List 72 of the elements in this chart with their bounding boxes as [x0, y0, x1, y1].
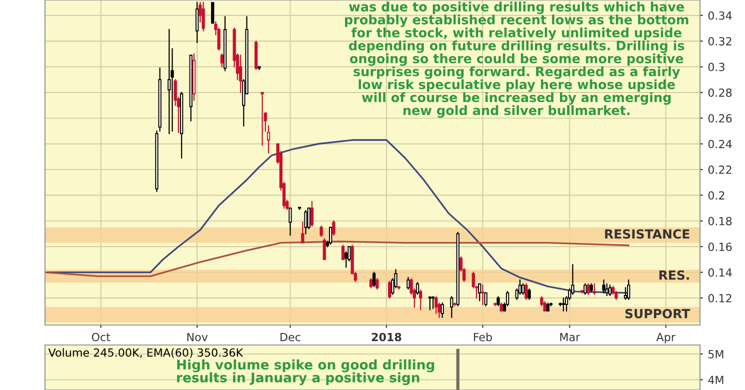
y-tick-label: 0.12 [708, 294, 732, 302]
candlestick [524, 283, 528, 300]
candlestick [484, 292, 488, 306]
candlestick [211, 2, 214, 24]
candlestick [562, 297, 565, 312]
candlestick [605, 283, 608, 296]
candlestick [388, 280, 392, 299]
candlestick [406, 276, 410, 290]
candlestick [341, 244, 345, 260]
candlestick [521, 283, 525, 295]
candlestick [320, 226, 323, 237]
candlestick [260, 92, 264, 146]
x-tick-label: Oct [92, 332, 110, 342]
candlestick [202, 2, 205, 32]
y-tick-label: 0.24 [708, 140, 732, 148]
candlestick [434, 296, 438, 314]
y-tick-label: 0.16 [708, 242, 732, 252]
candlestick [528, 288, 531, 300]
candlestick [266, 125, 270, 154]
y-tick-label: 5M [708, 350, 724, 358]
candlestick [419, 290, 422, 310]
candlestick [238, 54, 242, 94]
candlestick [310, 201, 314, 227]
text: was due to positive drilling results which have probably established recent lows as the bottom for the stock, with relatively unlimited upside depending on future drilling results. Drilling is ongoing so there could be some more positive surprises going forward. Regarded as a fairly low risk speculative play here whose upside will of course be increased by an emerging new gold and silver bullmarket. [345, 2, 688, 118]
y-tick-label: 0.22 [708, 166, 732, 174]
annotation: High volume spike on good drilling results in January a positive sign [177, 359, 434, 386]
candlestick [624, 287, 628, 300]
line-series [45, 240, 630, 278]
y-tick-label: 0.14 [708, 268, 732, 277]
y-tick-label: 0.28 [708, 88, 732, 97]
y-tick-label: 0.3 [708, 62, 724, 72]
candlestick [602, 279, 606, 294]
candlestick [627, 279, 630, 300]
candlestick [329, 226, 332, 245]
band-label: RESISTANCE [605, 229, 690, 239]
candlestick [584, 283, 587, 295]
x-tick-label: Mar [560, 332, 580, 342]
candlestick [431, 296, 435, 309]
candlestick [196, 2, 199, 43]
candlestick [608, 284, 612, 296]
candlestick [428, 296, 432, 310]
x-tick-label: Nov [187, 332, 208, 342]
x-tick-label: Apr [656, 332, 676, 344]
candlestick [416, 282, 420, 295]
x-tick-label: 2018 [372, 332, 402, 342]
candlestick [288, 208, 292, 236]
candlestick [450, 296, 454, 318]
y-tick-label: 0.34 [708, 11, 732, 20]
candlestick [332, 220, 336, 236]
x-tick-label: Dec [280, 332, 300, 342]
candlestick [372, 272, 376, 288]
candlestick [481, 284, 484, 305]
candlestick [592, 283, 596, 295]
y-tick-label: 0.32 [708, 37, 732, 46]
candlestick [322, 238, 326, 260]
candlestick [220, 53, 224, 68]
y-tick-label: 0.26 [708, 114, 732, 123]
candlestick [298, 206, 302, 210]
band-label: RES. [659, 270, 689, 280]
candlestick [440, 302, 444, 318]
y-tick-label: 0.18 [708, 216, 732, 226]
x-tick-label: Feb [474, 332, 492, 342]
band-label: SUPPORT [625, 308, 690, 318]
y-tick-label: 4M [708, 376, 724, 384]
candlestick [301, 222, 304, 244]
candlestick [478, 283, 482, 302]
candlestick [304, 210, 308, 234]
candlestick [376, 278, 379, 290]
chart-title: Volume 245.00K, EMA(60) 350.36K [48, 348, 244, 358]
candlestick [586, 283, 590, 295]
y-tick-label: 0.2 [708, 191, 724, 200]
candlestick [168, 28, 171, 134]
